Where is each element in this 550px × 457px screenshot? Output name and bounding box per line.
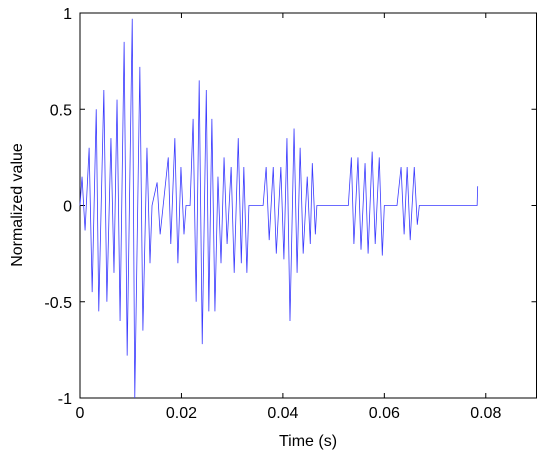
y-tick-label: 0.5 — [50, 102, 72, 119]
signal-line — [79, 18, 479, 399]
x-tick-label: 0.02 — [166, 405, 197, 422]
y-axis-label: Normalized value — [9, 143, 26, 267]
x-tick-label: 0.04 — [267, 405, 298, 422]
x-tick-label: 0.06 — [369, 405, 400, 422]
x-tick-label: 0 — [76, 405, 85, 422]
y-tick-label: 1 — [63, 6, 72, 23]
y-tick-label: 0 — [63, 199, 72, 216]
y-tick-label: -0.5 — [44, 295, 72, 312]
x-tick-label: 0.08 — [470, 405, 501, 422]
x-axis-label: Time (s) — [279, 433, 337, 450]
y-tick-label: -1 — [58, 391, 72, 408]
